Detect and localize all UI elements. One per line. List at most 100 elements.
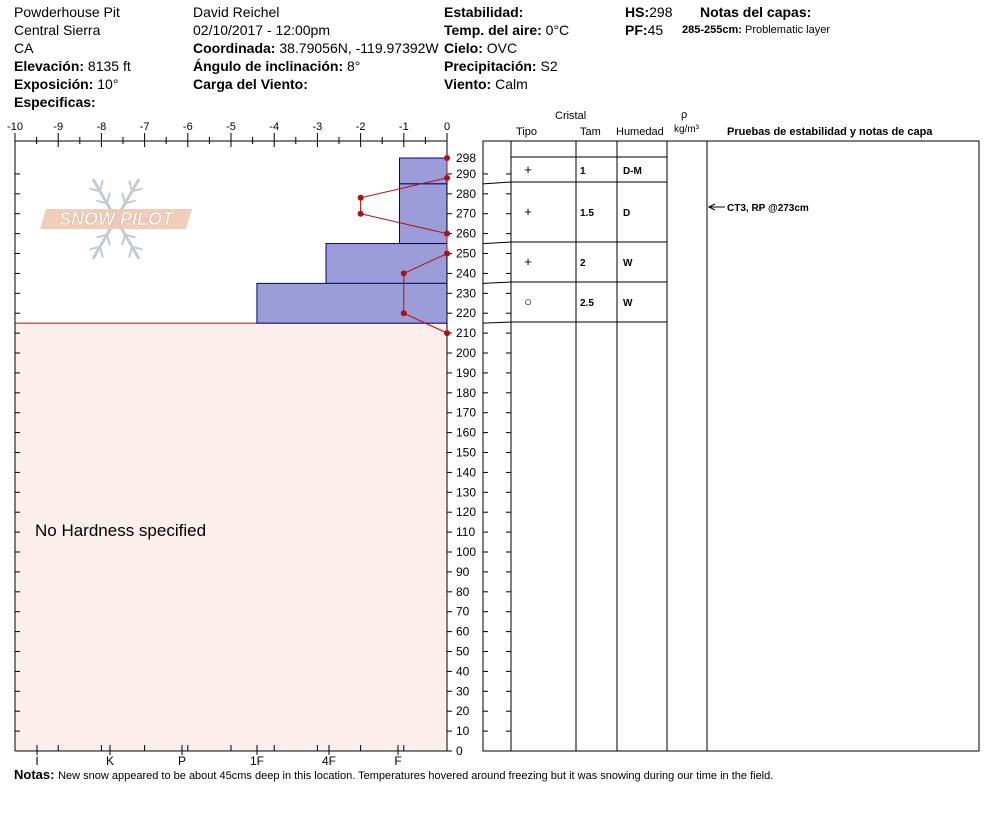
notes-text: New snow appeared to be about 45cms deep… xyxy=(58,770,774,782)
layer-connector xyxy=(482,241,512,245)
y-tick-label: 298 xyxy=(456,151,476,165)
precipitation: Precipitación: S2 xyxy=(444,58,558,74)
y-tick-label: 60 xyxy=(456,625,470,639)
top-tick-label: -7 xyxy=(140,121,150,133)
coord-value: 38.79056N, -119.97392W xyxy=(279,40,439,56)
slope-label: Ángulo de inclinación: xyxy=(193,58,344,74)
temperature-point xyxy=(444,174,450,181)
air-temp: Temp. del aire: 0°C xyxy=(444,22,569,38)
hardness-bar xyxy=(325,243,448,284)
bottom-tick-label: 4F xyxy=(322,754,336,768)
notes-label: Notas: xyxy=(14,767,55,782)
hardness-bar xyxy=(256,282,448,324)
wind: Viento: Calm xyxy=(444,76,528,92)
hs-label: HS: xyxy=(625,4,650,20)
snowflake-branch xyxy=(124,233,136,239)
temperature-point xyxy=(444,230,450,237)
y-tick-label: 200 xyxy=(456,346,476,360)
aspect-label: Exposición: xyxy=(14,76,94,92)
y-tick-label: 140 xyxy=(456,465,476,479)
slope-angle: Ángulo de inclinación: 8° xyxy=(193,58,360,74)
y-tick-label: 150 xyxy=(456,446,476,460)
temperature-point xyxy=(444,330,450,337)
stability-test-arrowhead xyxy=(707,203,716,211)
aspect-value: 10° xyxy=(97,76,119,92)
layer-note-text: Problematic layer xyxy=(745,24,830,36)
snowflake-branch xyxy=(124,199,136,205)
bottom-tick-label: I xyxy=(35,754,38,768)
layer-moisture: W xyxy=(623,258,633,269)
slope-value: 8° xyxy=(347,58,361,74)
sky-value: OVC xyxy=(486,40,518,56)
snowflake-branch xyxy=(131,245,143,251)
temperature-point xyxy=(444,250,450,257)
y-tick-label: 0 xyxy=(456,744,463,758)
precip-label: Precipitación: xyxy=(444,58,537,74)
y-tick-label: 90 xyxy=(456,565,470,579)
y-tick-label: 120 xyxy=(456,505,476,519)
y-tick-label: 280 xyxy=(456,187,476,201)
y-tick-label: 290 xyxy=(456,167,476,181)
snowflake-branch xyxy=(106,192,111,204)
top-tick-label: -10 xyxy=(7,121,23,133)
humedad-header: Humedad xyxy=(616,126,664,138)
temperature-point xyxy=(400,270,407,277)
observer: David Reichel xyxy=(193,4,280,20)
y-tick-label: 180 xyxy=(456,386,476,400)
no-hardness-label: No Hardness specified xyxy=(35,521,206,540)
y-tick-label: 80 xyxy=(456,585,470,599)
layer-grain-type: ○ xyxy=(524,294,532,309)
layer-grain-size: 2 xyxy=(580,258,586,269)
wind-load-label: Carga del Viento: xyxy=(193,76,308,92)
density-unit-header: kg/m³ xyxy=(674,124,699,135)
wind-label: Viento: xyxy=(444,76,492,92)
y-tick-label: 30 xyxy=(456,684,470,698)
top-tick-label: -6 xyxy=(183,121,193,133)
snowpilot-logo: SNOW PILOT xyxy=(40,178,192,260)
pf-value: 45 xyxy=(647,22,664,38)
air-temp-value: 0°C xyxy=(545,22,570,38)
stability-test-label: CT3, RP @273cm xyxy=(727,203,809,214)
layer-connector xyxy=(482,321,512,324)
y-tick-label: 170 xyxy=(456,406,476,420)
wind-value: Calm xyxy=(495,76,528,92)
tipo-header: Tipo xyxy=(516,126,537,138)
y-tick-label: 230 xyxy=(456,286,476,300)
layer-connector xyxy=(482,281,512,284)
top-tick-label: -5 xyxy=(226,121,236,133)
snowflake-branch xyxy=(121,234,126,246)
bottom-tick-label: F xyxy=(394,754,401,768)
y-tick-label: 190 xyxy=(456,366,476,380)
y-tick-label: 270 xyxy=(456,207,476,221)
range-name: Central Sierra xyxy=(14,22,101,38)
sky: Cielo: OVC xyxy=(444,40,517,56)
layer-grain-type: + xyxy=(524,254,532,269)
elevation: Elevación: 8135 ft xyxy=(14,58,131,74)
y-tick-label: 20 xyxy=(456,704,470,718)
hardness-bar xyxy=(398,183,448,245)
cristal-header: Cristal xyxy=(555,110,587,122)
layer-table-frame xyxy=(482,140,980,752)
snowflake-branch xyxy=(121,192,126,204)
top-tick-label: -3 xyxy=(313,121,323,133)
bottom-tick-label: K xyxy=(106,754,114,768)
logo-banner xyxy=(40,209,192,229)
snowflake-branch xyxy=(96,199,108,205)
sky-label: Cielo: xyxy=(444,40,483,56)
y-tick-label: 10 xyxy=(456,724,470,738)
top-tick-label: -9 xyxy=(53,121,63,133)
logo-text: SNOW PILOT xyxy=(59,209,175,229)
rho-header: ρ xyxy=(681,109,688,121)
layer-grain-size: 1.5 xyxy=(580,208,594,219)
precip-value: S2 xyxy=(540,58,558,74)
elevation-value: 8135 ft xyxy=(87,58,131,74)
snowflake-branch xyxy=(106,234,111,246)
snowflake-branch xyxy=(89,245,101,251)
y-tick-label: 240 xyxy=(456,266,476,280)
notes: Notas: New snow appeared to be about 45c… xyxy=(14,767,773,784)
pf: PF:45 xyxy=(625,22,663,38)
snowflake-branch xyxy=(96,233,108,239)
layer-grain-type: + xyxy=(524,162,532,177)
layer-grain-size: 1 xyxy=(580,166,586,177)
coordinates: Coordinada: 38.79056N, -119.97392W xyxy=(193,40,439,56)
